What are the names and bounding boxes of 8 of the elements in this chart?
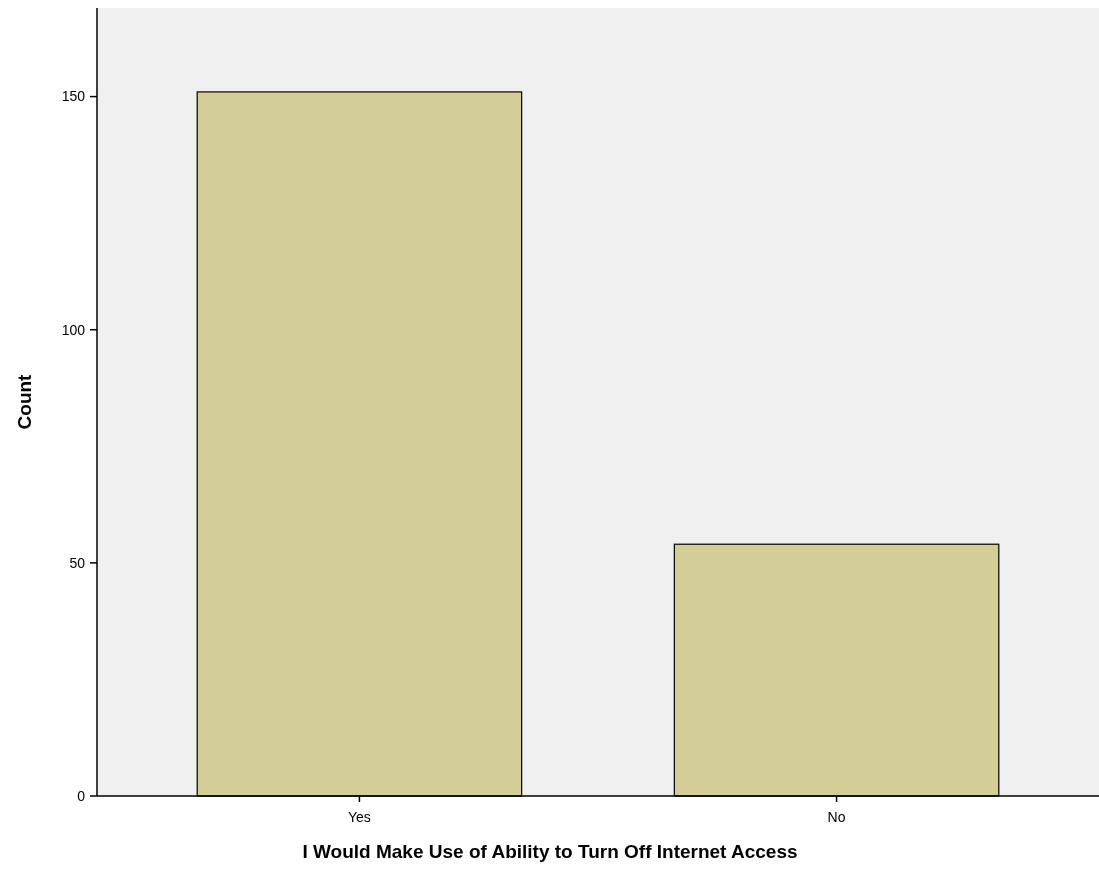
y-tick-label: 150: [61, 88, 86, 105]
x-tick-label: No: [827, 809, 846, 825]
y-tick-label: 0: [77, 787, 86, 804]
x-tick-label: Yes: [348, 809, 371, 825]
x-axis-title: I Would Make Use of Ability to Turn Off Internet Access: [302, 841, 798, 862]
y-tick-label: 100: [61, 321, 86, 338]
y-tick-label: 50: [69, 554, 86, 571]
y-axis-title: Count: [14, 373, 35, 430]
